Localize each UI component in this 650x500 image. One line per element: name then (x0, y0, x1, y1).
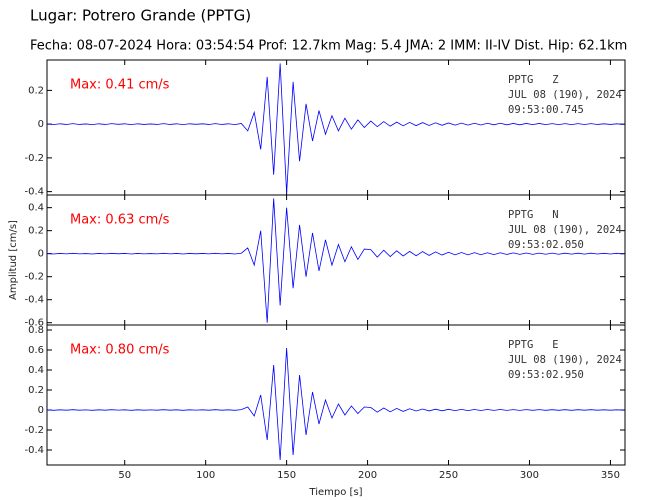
y-tick-label: 0.4 (28, 203, 44, 214)
y-tick-label: -0.2 (24, 272, 44, 283)
x-tick-label: 250 (439, 470, 458, 481)
x-tick-label: 150 (277, 470, 296, 481)
y-tick-label: -0.2 (24, 153, 44, 164)
y-tick-label: -0.4 (24, 445, 44, 456)
station-info: PPTG E (508, 339, 559, 351)
waveform (46, 198, 624, 323)
station-info: 09:53:02.950 (508, 369, 584, 381)
station-info: JUL 08 (190), 2024 (508, 354, 622, 366)
max-annotation: Max: 0.80 cm/s (70, 343, 170, 358)
y-tick-label: 0.8 (28, 325, 44, 336)
x-tick-label: 100 (196, 470, 215, 481)
station-info: JUL 08 (190), 2024 (508, 89, 622, 101)
x-tick-label: 350 (601, 470, 620, 481)
title: Lugar: Potrero Grande (PPTG) (30, 7, 251, 25)
y-axis-label: Amplitud [cm/s] (8, 220, 19, 300)
info: Fecha: 08-07-2024 Hora: 03:54:54 Prof: 1… (30, 39, 627, 54)
station-info: 09:53:02.050 (508, 239, 584, 251)
x-tick-label: 50 (118, 470, 131, 481)
y-tick-label: -0.4 (24, 295, 44, 306)
waveform (46, 347, 624, 461)
panel-frame (46, 324, 626, 466)
max-annotation: Max: 0.63 cm/s (70, 213, 170, 228)
station-info: JUL 08 (190), 2024 (508, 224, 622, 236)
station-info: 09:53:00.745 (508, 104, 584, 116)
y-tick-label: 0.4 (28, 365, 44, 376)
max-annotation: Max: 0.41 cm/s (70, 78, 170, 93)
y-tick-label: 0 (38, 119, 44, 130)
station-info: PPTG N (508, 209, 559, 221)
x-tick-label: 300 (520, 470, 539, 481)
x-tick-label: 200 (358, 470, 377, 481)
x-axis-label: Tiempo [s] (308, 487, 362, 498)
y-tick-label: 0.2 (28, 385, 44, 396)
y-tick-label: 0 (38, 405, 44, 416)
y-tick-label: 0.2 (28, 226, 44, 237)
y-tick-label: -0.6 (24, 318, 44, 329)
station-info: PPTG Z (508, 74, 559, 86)
y-tick-label: -0.2 (24, 425, 44, 436)
y-tick-label: 0.6 (28, 345, 44, 356)
y-tick-label: -0.4 (24, 187, 44, 198)
y-tick-label: 0 (38, 249, 44, 260)
waveform (46, 63, 624, 194)
y-tick-label: 0.2 (28, 85, 44, 96)
